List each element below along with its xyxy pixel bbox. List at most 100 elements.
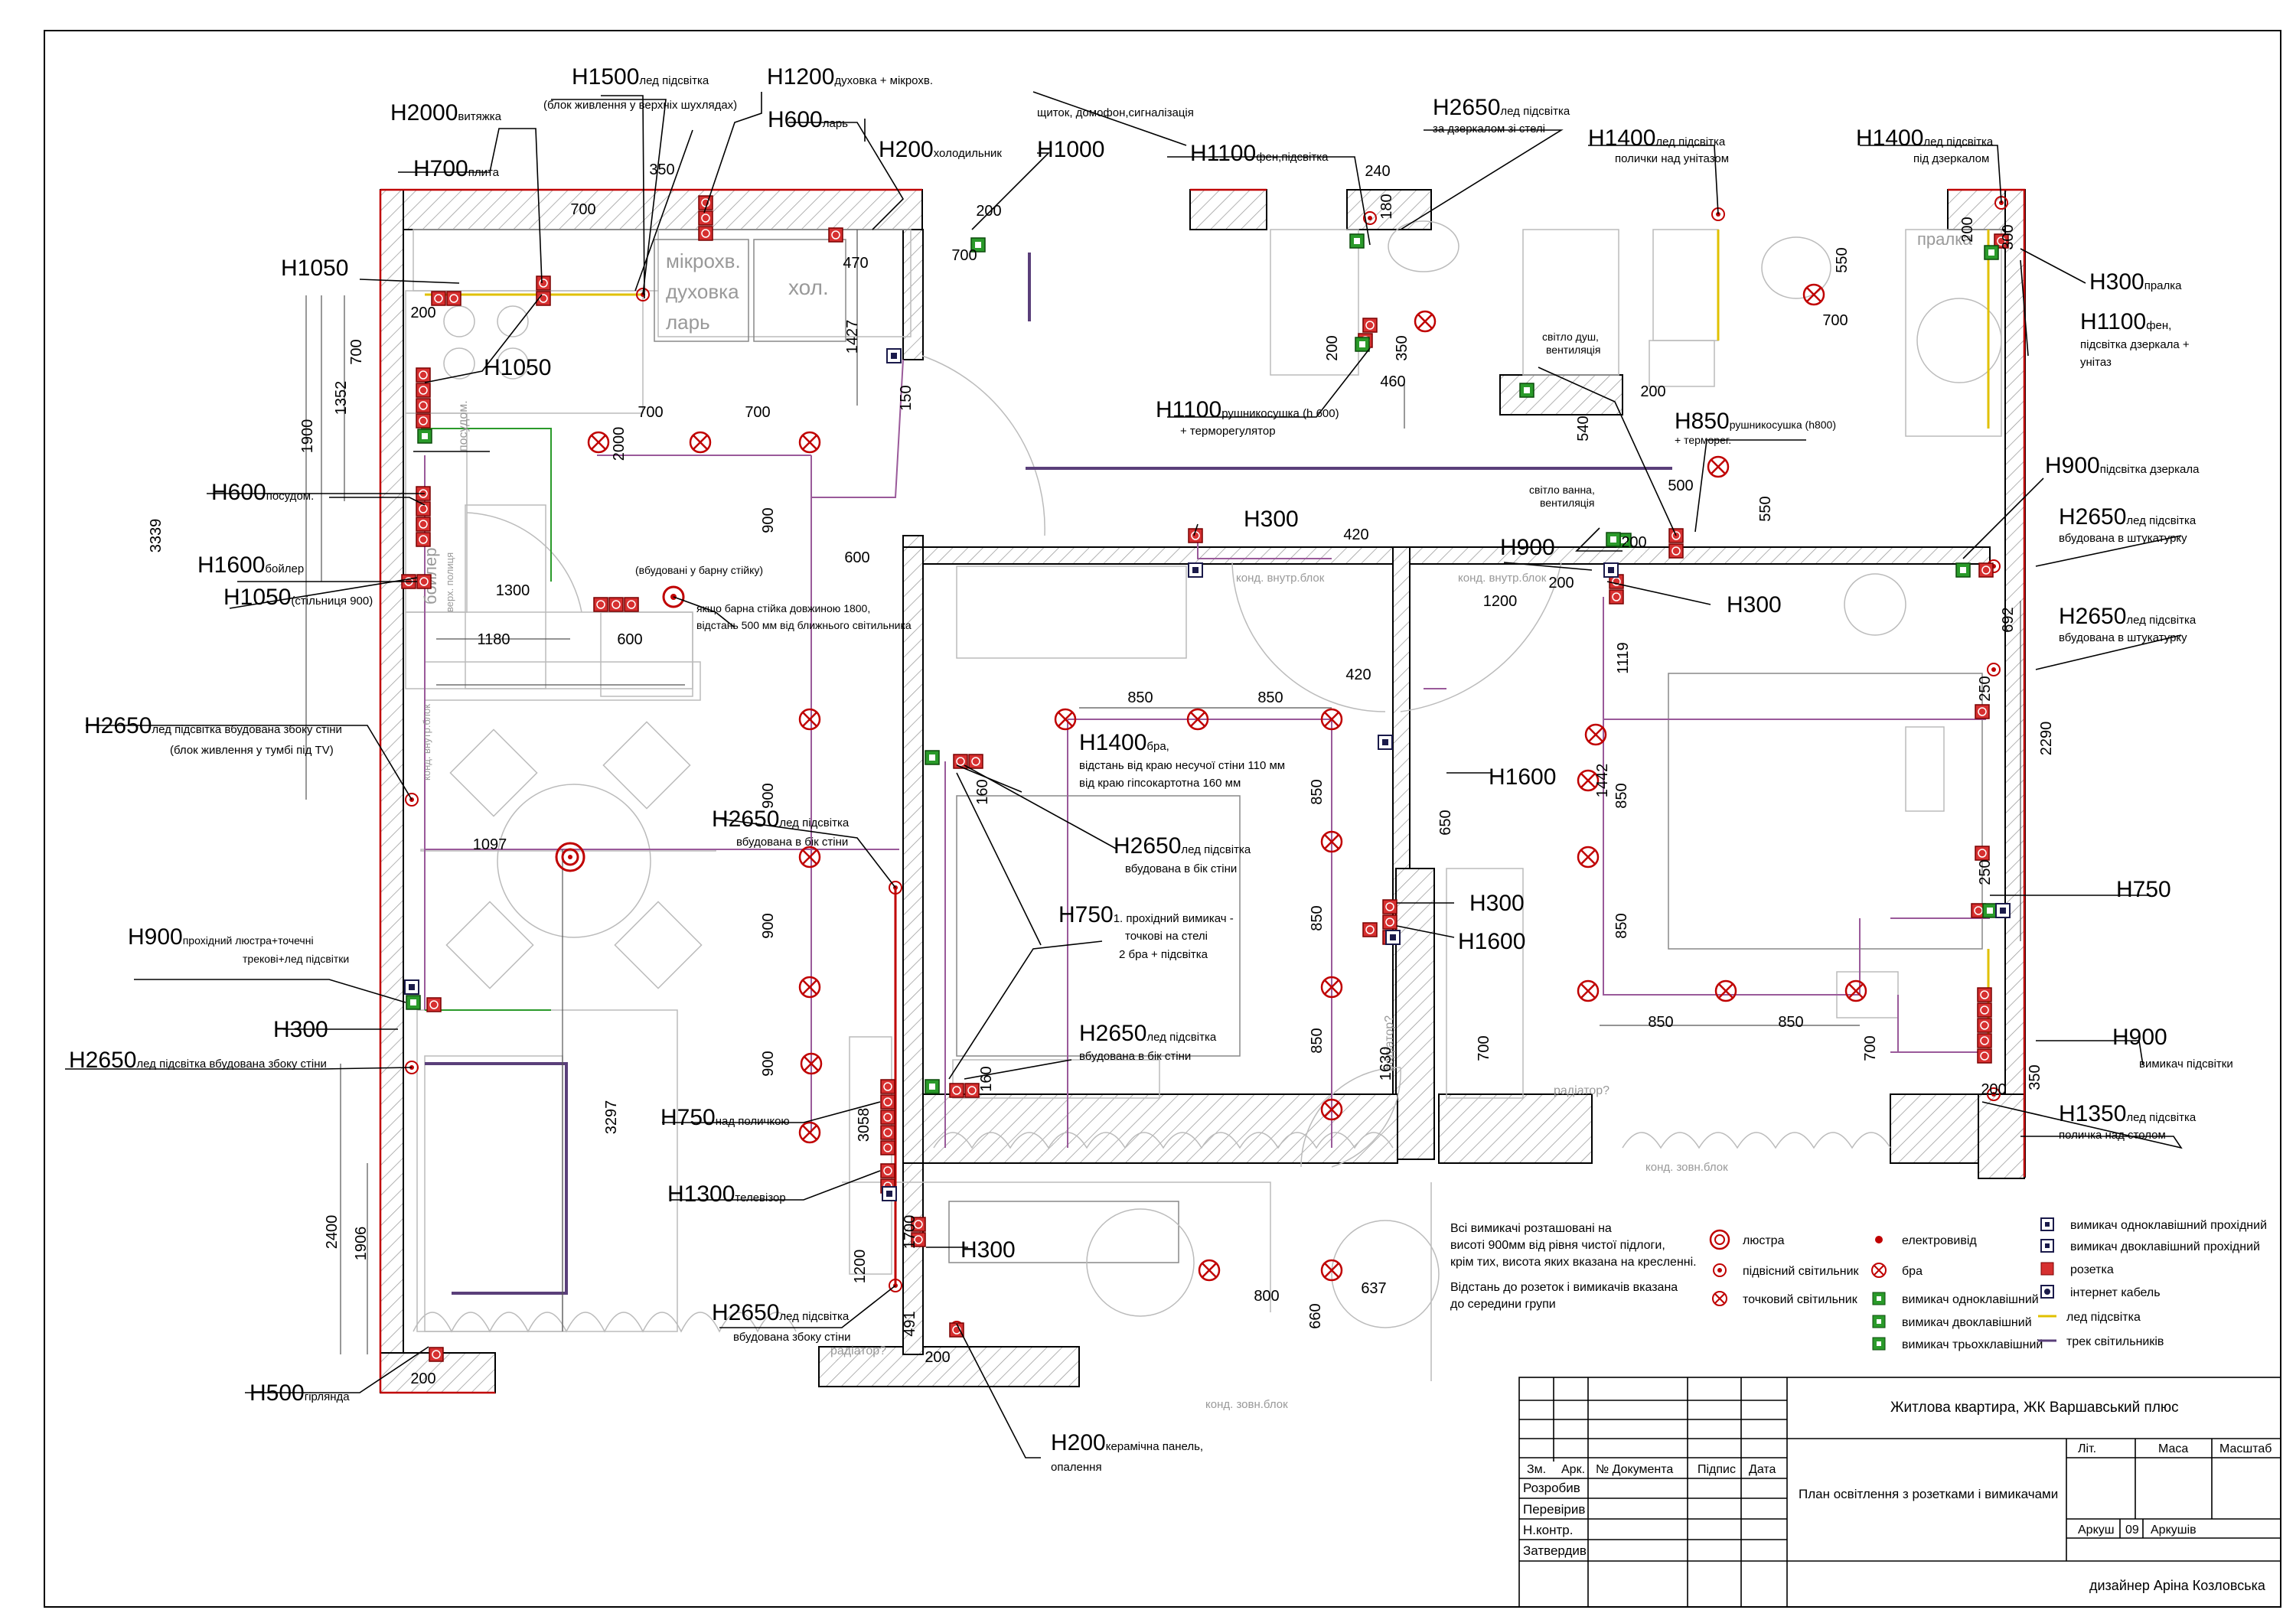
annotation-h700: H700плита bbox=[413, 156, 500, 181]
socket-icon bbox=[416, 398, 431, 413]
socket-icon bbox=[1977, 987, 1992, 1002]
pass-switch-icon bbox=[1995, 903, 2011, 918]
tb-designer: дизайнер Аріна Козловська bbox=[2089, 1578, 2266, 1593]
spot-light-icon bbox=[798, 976, 821, 999]
legend-label: вимикач двоклавішний bbox=[1902, 1316, 2032, 1329]
dimension-value: 1119 bbox=[1615, 642, 1632, 674]
legend-item-net: інтернет кабель bbox=[2040, 1285, 2161, 1299]
socket-icon bbox=[1382, 914, 1397, 930]
note-h2650a_n: (блок живлення у тумбі під TV) bbox=[170, 744, 334, 757]
label-kond-zovn2: конд. зовн.блок bbox=[1205, 1398, 1288, 1411]
dimension-value: 2290 bbox=[2038, 722, 2055, 756]
switch-icon bbox=[1606, 532, 1621, 547]
socket-groups bbox=[401, 195, 2009, 1362]
socket-icon bbox=[429, 1347, 444, 1362]
dimension-value: 200 bbox=[1324, 335, 1341, 360]
legend-item-sw1: вимикач одноклавішний bbox=[1872, 1292, 2039, 1306]
spot-light-icon bbox=[798, 1121, 821, 1144]
label-kond3: конд. внутр.блок bbox=[421, 704, 432, 781]
socket-icon bbox=[1978, 562, 1994, 578]
chandelier-icon bbox=[555, 842, 585, 872]
socket-icon bbox=[1977, 1002, 1992, 1018]
dimension-value: 900 bbox=[760, 783, 777, 808]
tb-arkush-no: 09 bbox=[2125, 1524, 2139, 1537]
annotation-h1300: H1300телевізор bbox=[667, 1181, 786, 1207]
annotation-h1000: H1000 bbox=[1037, 137, 1104, 162]
dimension-value: 1097 bbox=[473, 836, 507, 853]
socket-icon bbox=[880, 1125, 895, 1140]
annotation-h1400b: H1400лед підсвітка bbox=[1856, 125, 1994, 151]
dimension-lines bbox=[305, 230, 2021, 1354]
dimension-value: 850 bbox=[1127, 689, 1153, 706]
dimension-value: 200 bbox=[1640, 383, 1665, 400]
dimension-value: 540 bbox=[1575, 416, 1592, 441]
note-h1400br_n1: відстань від краю несучої стіни 110 мм bbox=[1079, 759, 1285, 772]
dimension-value: 470 bbox=[843, 255, 868, 272]
room-labels: мікрохв. духовка ларь хол. посудом. бойл… bbox=[421, 230, 1972, 1411]
socket-icon bbox=[1975, 704, 1990, 719]
dimension-value: 160 bbox=[974, 779, 991, 804]
dimension-value: 900 bbox=[760, 507, 777, 533]
note-h750_n2: 2 бра + підсвітка bbox=[1119, 948, 1208, 961]
note-h2650f_n: вбудована в штукатурку bbox=[2059, 532, 2187, 545]
annotation-h2650g: H2650лед підсвітка bbox=[2059, 604, 2197, 629]
spot-light-icon bbox=[1320, 830, 1343, 853]
annotation-h1100b: H1100фен, bbox=[2080, 309, 2171, 334]
note-h2650e_n: за дзеркалом зі стелі bbox=[1433, 122, 1545, 135]
dimension-value: 1906 bbox=[353, 1227, 370, 1261]
dimension-value: 700 bbox=[348, 339, 365, 364]
annotation-h1400br: H1400бра, bbox=[1079, 730, 1169, 755]
annotation-h1600c: H1600 bbox=[1489, 764, 1556, 790]
socket-icon bbox=[1977, 1033, 1992, 1048]
dimension-value: 1700 bbox=[902, 1215, 918, 1250]
note-ventyl1: вентиляція bbox=[1546, 344, 1601, 356]
legend-item-sw2: вимикач двоклавішний bbox=[1872, 1315, 2032, 1329]
annotations: H1500лед підсвітка (блок живлення у верхн… bbox=[69, 64, 2233, 1474]
note-h1350_n: поличка над столом bbox=[2059, 1129, 2166, 1142]
dimension-value: 850 bbox=[1778, 1014, 1803, 1031]
dimension-value: 1442 bbox=[1594, 764, 1611, 798]
dimension-value: 1900 bbox=[299, 419, 316, 454]
dimension-value: 460 bbox=[1380, 373, 1405, 390]
dimension-value: 180 bbox=[1378, 194, 1395, 219]
switch-icon bbox=[1519, 383, 1534, 398]
pass-switch-icon bbox=[404, 979, 419, 995]
tb-role-3: Н.контр. bbox=[1523, 1523, 1573, 1537]
pass-switch-icon bbox=[1603, 562, 1619, 578]
note-h1400br_n2: від краю гіпсокартотна 160 мм bbox=[1079, 777, 1241, 790]
dimension-value: 692 bbox=[2000, 607, 2017, 632]
socket-icon bbox=[880, 1163, 895, 1178]
annotation-h2650c: H2650лед підсвітка bbox=[712, 807, 850, 832]
annotation-h2650h: H2650лед підсвітка bbox=[1114, 833, 1251, 859]
dimension-value: 2400 bbox=[324, 1215, 341, 1250]
dimension-values: 350 700 470 200 700 1427 150 700 700 2000 1352 700 1… bbox=[148, 161, 2055, 1387]
annotation-h900c: H900 bbox=[1500, 535, 1555, 560]
outlet-icon bbox=[1987, 663, 2001, 676]
dimension-value: 350 bbox=[649, 161, 674, 178]
socket-icon bbox=[446, 291, 461, 306]
switch-icon bbox=[1355, 337, 1370, 352]
note-ventyl2: вентиляція bbox=[1540, 497, 1595, 509]
spot-light-icon bbox=[800, 1052, 823, 1075]
annotation-h1350: H1350лед підсвітка bbox=[2059, 1101, 2197, 1126]
socket-icon bbox=[416, 574, 432, 589]
dimension-value: 3058 bbox=[856, 1108, 872, 1142]
dimension-value: 600 bbox=[844, 549, 869, 566]
legend-label: електровивід bbox=[1902, 1234, 1977, 1247]
annotation-h750: H7501. прохідний вимикач - bbox=[1058, 902, 1234, 927]
label-posudom: посудом. bbox=[457, 400, 470, 451]
socket-icon bbox=[416, 501, 431, 517]
socket-icon bbox=[431, 291, 446, 306]
dimension-value: 350 bbox=[2027, 1064, 2043, 1090]
legend-item-track: трек світильників bbox=[2038, 1335, 2164, 1348]
annotation-h1600b: H1600бойлер bbox=[197, 552, 304, 578]
annotation-h900m: H900підсвітка дзеркала bbox=[2045, 453, 2200, 478]
annotation-h1050b: H1050 bbox=[484, 355, 551, 380]
dimension-value: 2000 bbox=[611, 427, 628, 461]
socket-icon bbox=[416, 517, 431, 532]
tb-project: Житлова квартира, ЖК Варшавський плюс bbox=[1890, 1400, 2179, 1416]
note-bar_note1: якщо барна стійка довжиною 1800, bbox=[696, 602, 870, 614]
socket-icon bbox=[964, 1083, 980, 1098]
legend: люстра підвісний світильник точковий світи… bbox=[1709, 1217, 2267, 1351]
